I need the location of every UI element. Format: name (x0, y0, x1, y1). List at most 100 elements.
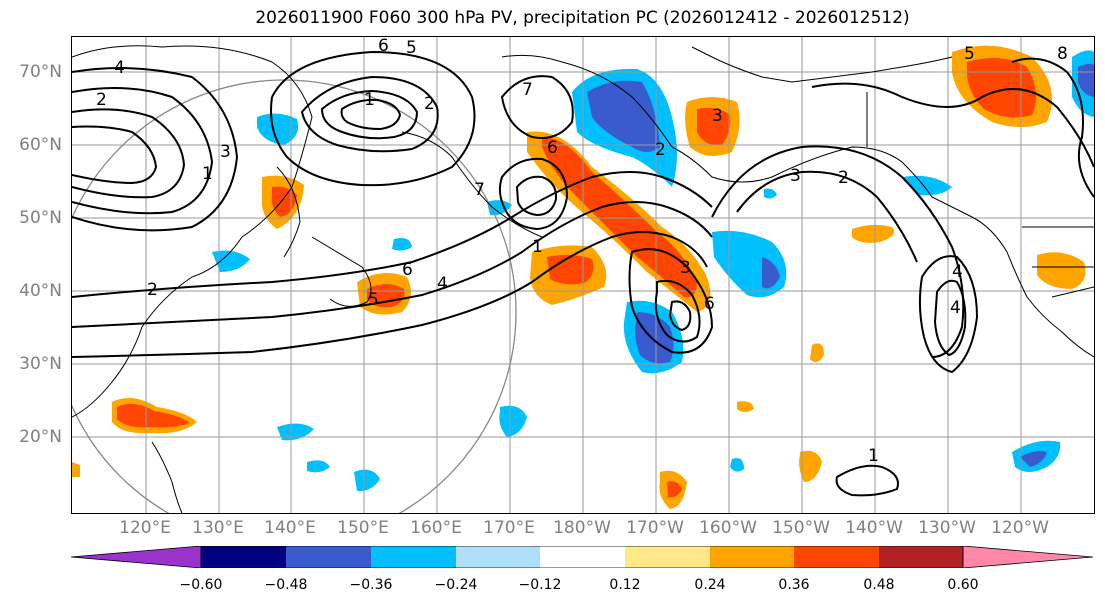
contour-label: 7 (474, 180, 485, 200)
colorbar-bin (456, 546, 540, 568)
precip-area-alaska-gulf-negative (712, 230, 787, 298)
contour-label: 2 (424, 94, 435, 114)
contour-line (498, 157, 569, 231)
contour-label: 6 (704, 294, 715, 314)
contour-line (340, 98, 402, 131)
contour-label: 3 (680, 258, 691, 278)
contour-label: 4 (952, 262, 963, 282)
lon-label-140e: 140°E (264, 518, 316, 538)
lon-label-150w: 150°W (772, 518, 830, 538)
lat-label-40n: 40°N (19, 281, 62, 301)
lon-label-120e: 120°E (119, 518, 171, 538)
precip-area-alaska-negative (572, 68, 677, 187)
contour-label: 8 (1057, 44, 1068, 64)
colorbar-tick: 0.48 (863, 577, 895, 593)
colorbar-tick: 0.24 (694, 577, 726, 593)
lat-label-30n: 30°N (19, 354, 62, 374)
contour-line (835, 464, 899, 497)
map-panel: 4 2 3 1 6 5 1 2 7 7 6 1 6 5 4 2 3 6 2 3 … (71, 36, 1095, 514)
colorbar-bin (371, 546, 456, 568)
contour-line (918, 255, 979, 374)
lon-label-150e: 150°E (337, 518, 389, 538)
lat-label-50n: 50°N (19, 208, 62, 228)
colorbar-bin (879, 546, 963, 568)
contour-label: 6 (547, 138, 558, 158)
contour-line (72, 231, 708, 358)
precip-area-jet-positive (527, 131, 711, 312)
contour-line (711, 145, 965, 358)
lon-label-160e: 160°E (410, 518, 462, 538)
contour-line (320, 89, 419, 140)
contour-label: 2 (655, 140, 666, 160)
colorbar-tick: −0.12 (518, 577, 562, 593)
contour-label: 6 (402, 260, 413, 280)
colorbar-bin (625, 546, 710, 568)
contour-line (270, 50, 476, 187)
precip-area-trough-negative (623, 300, 684, 374)
lon-label-160w: 160°W (699, 518, 757, 538)
lon-label-130w: 130°W (918, 518, 976, 538)
contour-line (72, 67, 239, 232)
contour-line (736, 170, 918, 263)
colorbar-bin (794, 546, 879, 568)
contour-label: 3 (220, 142, 231, 162)
contour-line (72, 201, 713, 328)
lon-label-170e: 170°E (483, 518, 535, 538)
colorbar-extend-low (71, 546, 202, 568)
contour-label: 3 (790, 166, 801, 186)
colorbar-tick: −0.24 (434, 577, 478, 593)
colorbar-bin (540, 546, 625, 568)
graticule (72, 37, 1094, 513)
lat-label-60n: 60°N (19, 135, 62, 155)
contour-line (72, 108, 186, 199)
contour-line (72, 125, 158, 185)
contour-label: 7 (522, 80, 533, 100)
contour-line (72, 171, 713, 298)
contour-label: 5 (368, 290, 379, 310)
precip-area-gulf-positive (685, 97, 740, 156)
contour-line (1011, 57, 1094, 198)
colorbar-tick: 0.12 (609, 577, 641, 593)
contour-line (500, 75, 574, 139)
contour-label: 2 (838, 168, 849, 188)
colorbar-tick: 0.60 (947, 577, 979, 593)
contour-labels: 4 2 3 1 6 5 1 2 7 7 6 1 6 5 4 2 3 6 2 3 … (96, 37, 1068, 466)
coastlines (72, 45, 1094, 513)
lon-label-180w: 180°W (553, 518, 611, 538)
contour-label: 4 (437, 274, 448, 294)
contour-label: 1 (868, 446, 879, 466)
precip-area-northeast-positive (952, 45, 1052, 127)
lon-label-130e: 130°E (192, 518, 244, 538)
colorbar-tick: 0.36 (778, 577, 810, 593)
lon-label-170w: 170°W (626, 518, 684, 538)
contour-line (628, 248, 714, 354)
colorbar-bin (201, 546, 286, 568)
precip-area-central-positive (530, 245, 607, 305)
colorbar-bin (710, 546, 794, 568)
contour-line (811, 82, 1094, 168)
contour-label: 1 (202, 164, 213, 184)
contour-label: 3 (712, 106, 723, 126)
map-canvas: 4 2 3 1 6 5 1 2 7 7 6 1 6 5 4 2 3 6 2 3 … (72, 37, 1094, 513)
colorbar-bin (286, 546, 371, 568)
colorbar (71, 546, 1093, 568)
contour-line (300, 75, 439, 153)
contour-line (515, 175, 558, 217)
contour-line (668, 300, 692, 332)
contour-line (72, 87, 214, 215)
contour-label: 1 (532, 237, 543, 257)
colorbar-tick: −0.48 (264, 577, 308, 593)
precip-area-taiwan-positive (112, 398, 197, 434)
colorbar-extend-high (962, 546, 1093, 568)
pv-contours (72, 50, 1094, 497)
lat-label-70n: 70°N (19, 62, 62, 82)
contour-label: 4 (114, 58, 125, 78)
lon-label-140w: 140°W (845, 518, 903, 538)
contour-label: 4 (950, 298, 961, 318)
contour-line (654, 279, 701, 343)
contour-label: 2 (147, 280, 158, 300)
map-title: 2026011900 F060 300 hPa PV, precipitatio… (255, 8, 910, 28)
colorbar-tick: −0.60 (179, 577, 223, 593)
contour-label: 5 (406, 38, 417, 58)
contour-line (933, 279, 967, 357)
